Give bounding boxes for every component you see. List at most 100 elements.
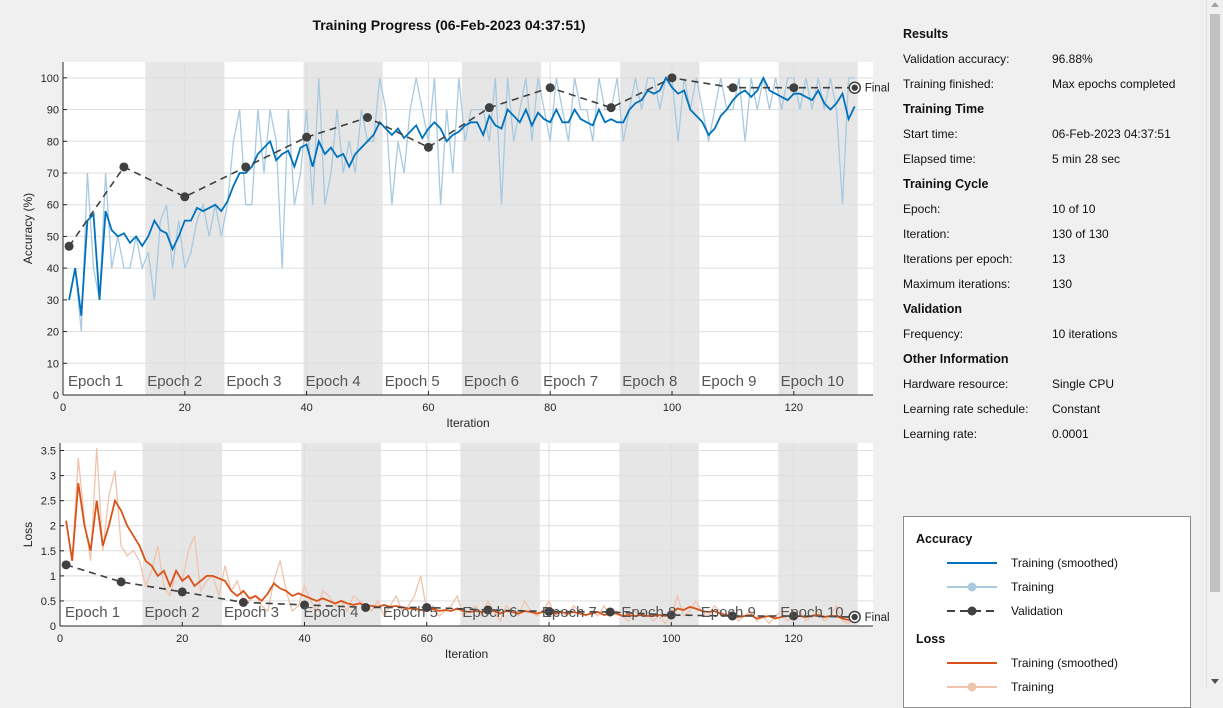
final-label: Final [865,612,890,624]
validation-point [241,162,251,172]
validation-point [64,241,74,251]
x-tick-label: 40 [298,633,310,645]
validation-point [116,577,126,587]
validation-point [177,587,187,597]
x-axis-label: Iteration [445,647,488,661]
loss-validation-line [65,564,855,618]
epoch-label: Epoch 10 [780,604,843,621]
x-tick-label: 40 [300,402,312,414]
legend-label: Training (smoothed) [1011,556,1118,570]
info-key: Elapsed time: [903,152,976,166]
epoch-band [620,62,700,395]
y-tick-label: 70 [47,168,59,180]
final-label: Final [865,83,890,95]
validation-point [606,103,616,113]
legend-smoothed-accuracy-swatch [947,562,997,564]
validation-point [422,602,432,612]
vertical-scrollbar[interactable] [1206,0,1223,688]
final-marker-dot [851,613,858,621]
validation-point [666,610,676,620]
validation-point [423,142,433,152]
epoch-band [460,443,540,626]
y-tick-label: 10 [47,358,59,370]
info-value: 96.88% [1052,52,1093,66]
final-marker-dot [851,84,858,91]
y-tick-label: 0.5 [41,596,56,608]
validation-point [302,132,312,142]
legend-item: Training (smoothed) [904,551,1190,575]
x-tick-label: 120 [784,633,802,645]
validation-point [727,611,737,621]
info-row: Learning rate schedule: Constant [903,399,1203,424]
scroll-up-arrow-icon[interactable] [1211,2,1219,7]
accuracy-training-line [68,77,855,332]
info-key: Iteration: [903,227,950,241]
epoch-label: Epoch 10 [781,373,844,390]
accuracy-smoothed-line [68,75,856,316]
epoch-label: Epoch 5 [383,604,438,621]
accuracy-chart: Final Epoch 1 Epoch 2 Epoch 3 Epoch 4 Epoch 5… [21,62,890,430]
y-tick-label: 80 [47,136,59,148]
info-value: 10 iterations [1052,327,1118,341]
validation-point [484,103,494,113]
y-tick-label: 100 [41,73,59,85]
legend-label: Training [1011,580,1054,594]
validation-point [238,597,248,607]
y-tick-label: 0 [50,621,56,633]
epoch-label: Epoch 1 [65,604,120,621]
epoch-label: Epoch 2 [145,604,200,621]
y-tick-label: 3.5 [41,446,56,458]
info-row: Training finished: Max epochs completed [903,74,1203,99]
epoch-label: Epoch 8 [622,373,677,390]
legend-label: Validation [1011,604,1063,618]
y-tick-label: 60 [47,200,59,212]
info-value: 130 of 130 [1052,227,1109,241]
y-tick-label: 3 [50,471,56,483]
y-tick-label: 50 [47,231,59,243]
epoch-band [301,443,381,626]
validation-point [180,192,190,202]
epoch-label: Epoch 7 [542,604,597,621]
epoch-band [303,62,383,395]
legend-accuracy-title: Accuracy [916,532,973,546]
validation-point [119,162,129,172]
validation-heading: Validation [903,302,963,316]
epoch-label: Epoch 8 [621,604,676,621]
info-row: Frequency: 10 iterations [903,324,1203,349]
epoch-label: Epoch 7 [543,373,598,390]
info-row: Iterations per epoch: 13 [903,249,1203,274]
x-tick-label: 80 [543,633,555,645]
epoch-label: Epoch 3 [226,373,281,390]
epoch-label: Epoch 4 [306,373,361,390]
validation-point [789,83,799,93]
validation-point [605,607,615,617]
info-row: Start time: 06-Feb-2023 04:37:51 [903,124,1203,149]
legend: Accuracy Training (smoothed) Training Va… [903,516,1191,708]
info-key: Start time: [903,127,958,141]
other-info-heading: Other Information [903,352,1009,366]
training-time-heading: Training Time [903,102,985,116]
x-tick-label: 0 [60,402,66,414]
x-tick-label: 120 [785,402,803,414]
info-key: Hardware resource: [903,377,1009,391]
epoch-band [778,443,858,626]
legend-training-loss-swatch [947,682,997,692]
validation-point [545,83,555,93]
chart-title: Training Progress (06-Feb-2023 04:37:51) [312,17,586,33]
info-value: 06-Feb-2023 04:37:51 [1052,127,1171,141]
loss-smoothed-line [65,482,855,621]
validation-point [300,600,310,610]
legend-loss-title: Loss [916,632,946,646]
scrollbar-thumb[interactable] [1210,14,1220,592]
epoch-label: Epoch 5 [385,373,440,390]
legend-item: Validation [904,599,1190,623]
legend-validation-swatch [947,606,997,616]
legend-item: Training [904,675,1190,699]
y-tick-label: 1 [50,571,56,583]
validation-point [363,113,373,122]
scroll-down-arrow-icon[interactable] [1211,679,1219,684]
validation-point [361,602,371,612]
info-key: Training finished: [903,77,994,91]
y-tick-label: 30 [47,295,59,307]
x-tick-label: 80 [544,402,556,414]
